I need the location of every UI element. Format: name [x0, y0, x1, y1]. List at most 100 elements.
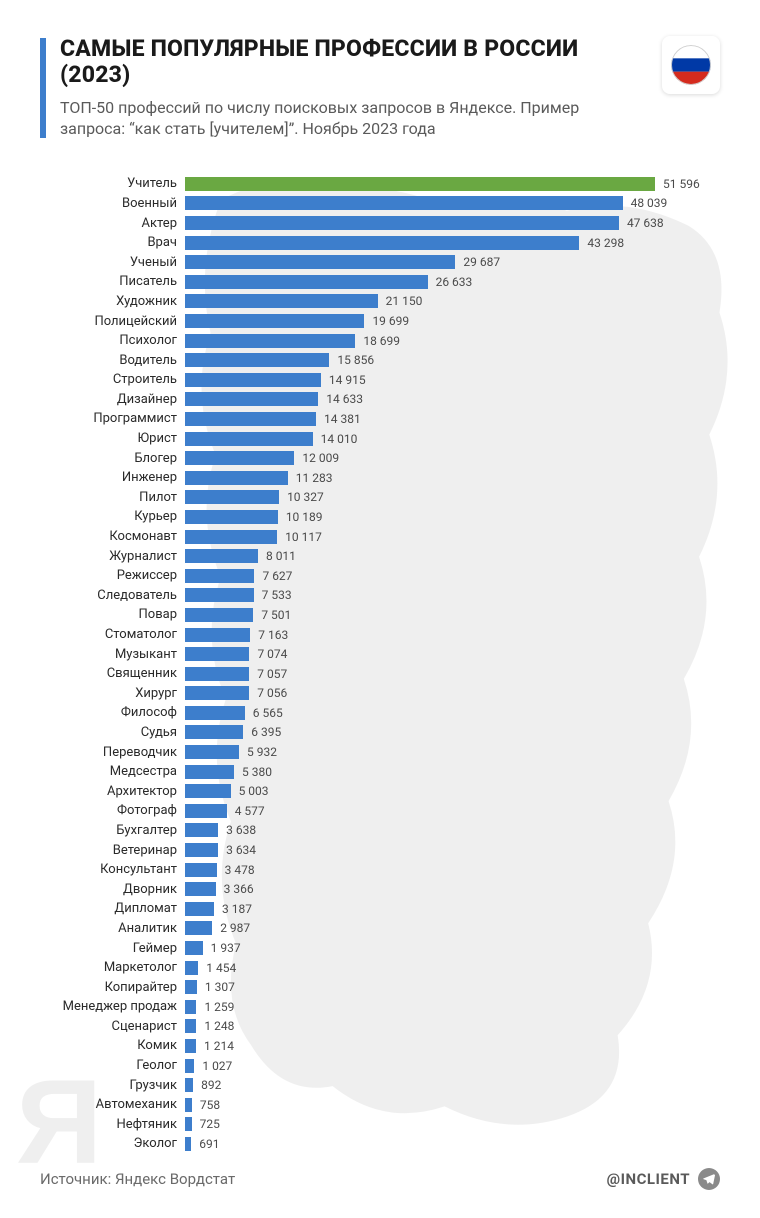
bar-area: 7 074 — [185, 647, 720, 661]
bar-label: Ветеринар — [40, 843, 185, 858]
bar — [185, 1039, 196, 1053]
header-row: САМЫЕ ПОПУЛЯРНЫЕ ПРОФЕССИИ В РОССИИ (202… — [40, 36, 720, 140]
bar-area: 1 307 — [185, 980, 720, 994]
bar-row: Эколог691 — [40, 1134, 720, 1154]
bar-value: 1 454 — [206, 961, 236, 975]
handle: @INCLIENT — [607, 1168, 720, 1190]
bar-label: Актер — [40, 216, 185, 231]
bar-area: 3 478 — [185, 863, 720, 877]
bar-value: 47 638 — [627, 216, 664, 230]
bar-area: 3 366 — [185, 882, 720, 896]
bar-label: Следователь — [40, 588, 185, 603]
bar — [185, 451, 294, 465]
bar-label: Автомеханик — [40, 1097, 185, 1112]
bar-value: 7 627 — [262, 569, 292, 583]
bar — [185, 667, 249, 681]
bar-value: 6 565 — [253, 706, 283, 720]
bar — [185, 745, 239, 759]
bar-label: Военный — [40, 196, 185, 211]
bar-label: Грузчик — [40, 1078, 185, 1093]
bar — [185, 804, 227, 818]
bar — [185, 216, 619, 230]
handle-text: @INCLIENT — [607, 1170, 690, 1188]
bar-value: 5 003 — [239, 784, 269, 798]
bar-area: 10 327 — [185, 490, 720, 504]
bar-area: 3 634 — [185, 843, 720, 857]
bar-value: 3 366 — [224, 882, 254, 896]
bar-row: Переводчик5 932 — [40, 742, 720, 762]
bar-row: Стоматолог7 163 — [40, 625, 720, 645]
bar — [185, 706, 245, 720]
bar-area: 7 163 — [185, 628, 720, 642]
bar-row: Хирург7 056 — [40, 684, 720, 704]
bar-value: 2 987 — [220, 921, 250, 935]
bar — [185, 980, 197, 994]
bar-label: Философ — [40, 705, 185, 720]
bar-label: Повар — [40, 607, 185, 622]
bar-row: Космонавт10 117 — [40, 527, 720, 547]
bar-area: 1 259 — [185, 1000, 720, 1014]
bar-label: Художник — [40, 294, 185, 309]
bar — [185, 882, 216, 896]
bar-value: 10 189 — [286, 510, 323, 524]
bar — [185, 510, 278, 524]
bar — [185, 412, 316, 426]
bar-area: 21 150 — [185, 294, 720, 308]
bar-label: Архитектор — [40, 784, 185, 799]
bar — [185, 196, 623, 210]
bar-label: Врач — [40, 235, 185, 250]
bar — [185, 471, 288, 485]
bar — [185, 823, 218, 837]
bar — [185, 647, 249, 661]
bar-label: Юрист — [40, 431, 185, 446]
bar-area: 1 454 — [185, 961, 720, 975]
telegram-icon — [698, 1168, 720, 1190]
bar-area: 1 248 — [185, 1019, 720, 1033]
bar-row: Актер 47 638 — [40, 213, 720, 233]
bar-row: Полицейский19 699 — [40, 311, 720, 331]
bar — [185, 1117, 192, 1131]
bar-value: 15 856 — [337, 353, 374, 367]
bar-value: 26 633 — [436, 275, 473, 289]
bar-row: Ученый29 687 — [40, 252, 720, 272]
bar-row: Автомеханик758 — [40, 1095, 720, 1115]
bar-chart: Учитель51 596Военный48 039Актер47 638Вра… — [40, 174, 720, 1154]
bar-value: 18 699 — [363, 334, 400, 348]
bar-row: Следователь7 533 — [40, 586, 720, 606]
bar — [185, 686, 249, 700]
bar-row: Музыкант7 074 — [40, 644, 720, 664]
bar-row: Журналист8 011 — [40, 546, 720, 566]
source-label: Источник: Яндекс Вордстат — [40, 1170, 235, 1188]
bar-value: 12 009 — [302, 451, 339, 465]
bar-label: Бухгалтер — [40, 823, 185, 838]
infographic-card: Я САМЫЕ ПОПУЛЯРНЫЕ ПРОФЕССИИ В РОССИИ (2… — [0, 0, 760, 1218]
bar-label: Дизайнер — [40, 392, 185, 407]
bar-row: Фотограф4 577 — [40, 801, 720, 821]
bar — [185, 1078, 193, 1092]
bar-value: 7 056 — [257, 686, 287, 700]
bar-area: 18 699 — [185, 334, 720, 348]
bar-area: 4 577 — [185, 804, 720, 818]
bar — [185, 725, 243, 739]
bar — [185, 314, 364, 328]
bar-area: 47 638 — [185, 216, 720, 230]
bar-label: Переводчик — [40, 745, 185, 760]
bar-value: 21 150 — [386, 294, 423, 308]
bar-row: Нефтяник725 — [40, 1115, 720, 1135]
bar-label: Комик — [40, 1038, 185, 1053]
flag-badge — [662, 36, 720, 94]
bar — [185, 177, 655, 191]
bar — [185, 628, 250, 642]
bar-row: Программист14 381 — [40, 409, 720, 429]
bar-value: 691 — [199, 1137, 219, 1151]
bar — [185, 863, 217, 877]
bar-value: 7 163 — [258, 628, 288, 642]
bar-row: Геолог1 027 — [40, 1056, 720, 1076]
bar — [185, 275, 428, 289]
bar-row: Военный48 039 — [40, 194, 720, 214]
bar-row: Геймер1 937 — [40, 938, 720, 958]
bar-area: 6 395 — [185, 725, 720, 739]
bar-area: 48 039 — [185, 196, 720, 210]
bar-value: 1 937 — [211, 941, 241, 955]
bar-value: 1 248 — [204, 1019, 234, 1033]
